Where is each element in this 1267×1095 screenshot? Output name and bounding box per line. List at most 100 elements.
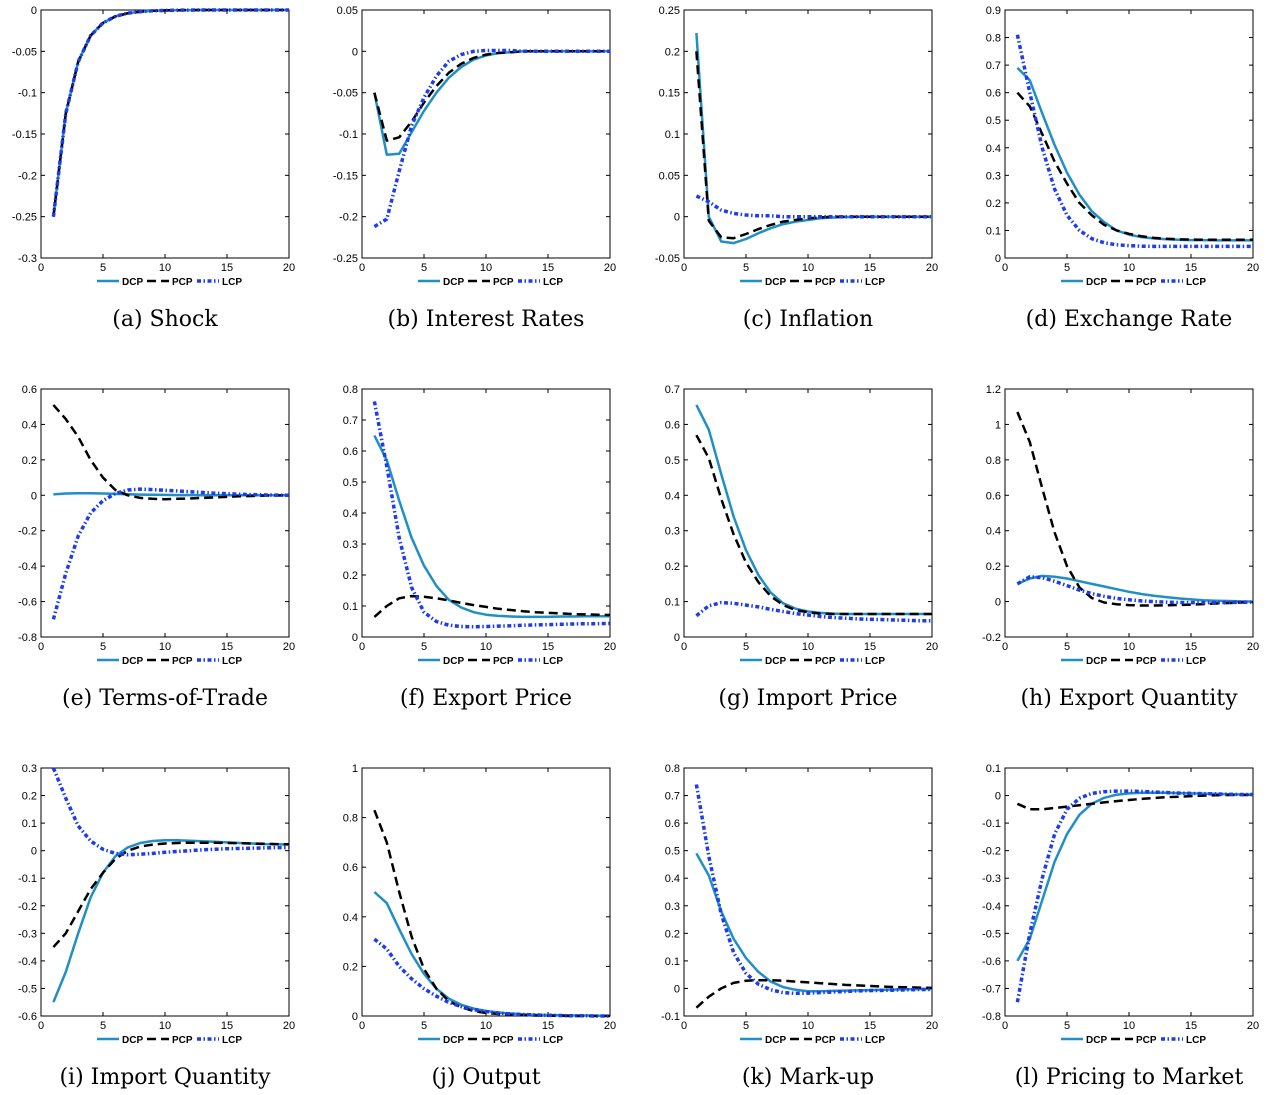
chart-caption: (k) Mark-up bbox=[742, 1065, 874, 1090]
legend-label-pcp: PCP bbox=[493, 1035, 514, 1046]
y-tick-label: -0.2 bbox=[18, 170, 37, 182]
y-tick-label: 1 bbox=[995, 419, 1001, 431]
y-tick-label: 0.6 bbox=[22, 384, 37, 396]
x-tick-label: 15 bbox=[221, 641, 233, 653]
x-tick-label: 10 bbox=[1123, 262, 1135, 274]
y-tick-label: 0.6 bbox=[665, 419, 680, 431]
legend-label-lcp: LCP bbox=[543, 1035, 563, 1046]
y-tick-label: 0 bbox=[674, 632, 680, 644]
chart-caption: (j) Output bbox=[431, 1065, 540, 1090]
x-tick-label: 5 bbox=[743, 262, 749, 274]
y-tick-label: -0.2 bbox=[982, 632, 1001, 644]
legend-label-lcp: LCP bbox=[222, 656, 242, 667]
chart-panel: 0.8 0.7 0.6 0.5 0.4 0.3 0.2 0.1 00 5 10 15 20 DCP PCP L… bbox=[343, 384, 616, 711]
x-tick-label: 5 bbox=[100, 641, 106, 653]
chart-panel: 0.10-0.1-0.2-0.3-0.4-0.5-0.6-0.7-0.80 5 10… bbox=[982, 763, 1259, 1090]
legend-label-pcp: PCP bbox=[172, 656, 193, 667]
x-tick-label: 20 bbox=[926, 641, 938, 653]
y-tick-label: 0.9 bbox=[986, 5, 1001, 17]
y-tick-label: 0.5 bbox=[986, 115, 1001, 127]
y-tick-label: -0.5 bbox=[982, 928, 1001, 940]
y-tick-label: 0.05 bbox=[337, 5, 358, 17]
y-tick-label: 0.2 bbox=[665, 928, 680, 940]
legend-label-lcp: LCP bbox=[865, 1035, 885, 1046]
y-tick-label: -0.25 bbox=[12, 212, 37, 224]
y-tick-label: 0.7 bbox=[665, 791, 680, 803]
series-line-pcp bbox=[1016, 91, 1253, 242]
x-tick-label: 5 bbox=[1064, 641, 1070, 653]
y-tick-label: 0.2 bbox=[986, 198, 1001, 210]
x-tick-label: 15 bbox=[1185, 1020, 1197, 1032]
legend-label-pcp: PCP bbox=[815, 656, 836, 667]
legend-label-lcp: LCP bbox=[865, 277, 885, 288]
chart-panel: 1 0.8 0.6 0.4 0.2 00 5 10 15 20 DCP PCP LCP (j) Outpu… bbox=[343, 763, 616, 1090]
y-tick-label: 0.3 bbox=[665, 901, 680, 913]
y-tick-label: 0.6 bbox=[343, 446, 358, 458]
y-tick-label: -0.1 bbox=[982, 818, 1001, 830]
x-tick-label: 5 bbox=[100, 262, 106, 274]
legend-label-lcp: LCP bbox=[1186, 1035, 1206, 1046]
x-tick-label: 5 bbox=[743, 641, 749, 653]
y-tick-label: -0.1 bbox=[339, 129, 358, 141]
y-tick-label: 0.4 bbox=[986, 526, 1001, 538]
x-tick-label: 10 bbox=[802, 262, 814, 274]
x-tick-label: 15 bbox=[864, 262, 876, 274]
y-tick-label: -0.8 bbox=[18, 632, 37, 644]
x-tick-label: 15 bbox=[221, 1020, 233, 1032]
x-tick-label: 15 bbox=[542, 1020, 554, 1032]
plot-frame bbox=[683, 767, 933, 1017]
x-tick-label: 0 bbox=[1002, 1020, 1008, 1032]
x-tick-label: 5 bbox=[743, 1020, 749, 1032]
y-tick-label: 0.1 bbox=[665, 129, 680, 141]
chart-caption: (d) Exchange Rate bbox=[1026, 307, 1233, 332]
y-tick-label: 0.4 bbox=[986, 143, 1001, 155]
y-tick-label: 0.1 bbox=[665, 597, 680, 609]
y-tick-label: 0.8 bbox=[986, 33, 1001, 45]
y-tick-label: -0.15 bbox=[12, 129, 37, 141]
x-tick-label: 20 bbox=[926, 1020, 938, 1032]
legend-label-lcp: LCP bbox=[543, 277, 563, 288]
x-tick-label: 0 bbox=[1002, 641, 1008, 653]
y-tick-label: 0.1 bbox=[986, 225, 1001, 237]
y-tick-label: -0.2 bbox=[339, 212, 358, 224]
chart-panel: 0.30.20.10-0.1-0.2-0.3-0.4-0.5-0.60 5 10 15… bbox=[18, 763, 295, 1090]
y-tick-label: 0.2 bbox=[22, 455, 37, 467]
legend-label-lcp: LCP bbox=[543, 656, 563, 667]
y-tick-label: 0 bbox=[995, 253, 1001, 265]
x-tick-label: 20 bbox=[283, 641, 295, 653]
x-tick-label: 10 bbox=[159, 1020, 171, 1032]
y-tick-label: -0.4 bbox=[982, 901, 1001, 913]
series-line-pcp bbox=[373, 594, 611, 618]
x-tick-label: 0 bbox=[38, 1020, 44, 1032]
chart-caption: (h) Export Quantity bbox=[1020, 686, 1238, 711]
y-tick-label: -0.05 bbox=[655, 253, 680, 265]
plot-frame bbox=[40, 767, 290, 1017]
y-tick-label: 0.3 bbox=[986, 170, 1001, 182]
y-tick-label: 0.8 bbox=[665, 763, 680, 775]
y-tick-label: 0.4 bbox=[665, 873, 680, 885]
y-tick-label: 0 bbox=[352, 46, 358, 58]
y-tick-label: 0.7 bbox=[665, 384, 680, 396]
series-line-pcp bbox=[695, 434, 932, 616]
series-line-lcp bbox=[1016, 575, 1254, 605]
x-tick-label: 20 bbox=[926, 262, 938, 274]
chart-caption: (e) Terms-of-Trade bbox=[62, 686, 268, 711]
legend-label-dcp: DCP bbox=[443, 277, 464, 288]
y-tick-label: 0.8 bbox=[343, 384, 358, 396]
chart-caption: (f) Export Price bbox=[400, 686, 572, 711]
y-tick-label: 0 bbox=[31, 5, 37, 17]
legend-label-pcp: PCP bbox=[172, 1035, 193, 1046]
y-tick-label: -0.2 bbox=[982, 846, 1001, 858]
chart-caption: (g) Import Price bbox=[718, 686, 897, 711]
y-tick-label: 0.05 bbox=[659, 170, 680, 182]
x-tick-label: 0 bbox=[38, 641, 44, 653]
y-tick-label: -0.2 bbox=[18, 901, 37, 913]
series-line-pcp bbox=[1016, 793, 1253, 811]
y-tick-label: 0.8 bbox=[343, 813, 358, 825]
y-tick-label: 0.3 bbox=[343, 539, 358, 551]
plot-frame bbox=[361, 388, 611, 638]
